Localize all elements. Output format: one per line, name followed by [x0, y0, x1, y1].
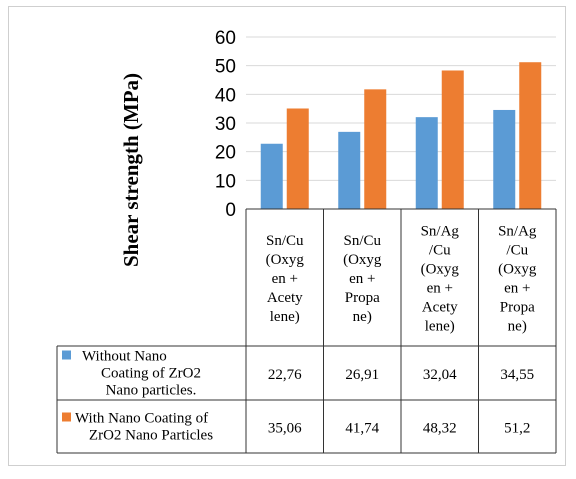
category-label: Sn/Ag — [498, 224, 537, 240]
data-table-value: 48,32 — [423, 421, 457, 437]
category-label: Acety — [422, 300, 458, 316]
category-label: en + — [427, 281, 453, 297]
legend-label: Nano particles. — [106, 383, 197, 399]
y-tick-label: 30 — [215, 114, 236, 135]
category-label: Sn/Cu — [343, 233, 381, 249]
legend-label: Without Nano — [82, 349, 167, 365]
y-axis-label: Shear strength (MPa) — [119, 73, 143, 267]
category-label: Acety — [267, 290, 303, 306]
legend-swatch — [62, 412, 71, 422]
data-table-value: 32,04 — [423, 367, 457, 383]
category-label: en + — [504, 281, 530, 297]
category-label: lene) — [270, 309, 300, 325]
category-label: /Cu — [506, 243, 528, 259]
category-label: (Oxyg — [266, 252, 305, 268]
bar — [364, 89, 387, 209]
category-label: en + — [272, 271, 298, 287]
legend-label: With Nano Coating of — [75, 411, 208, 427]
data-table-value: 22,76 — [268, 367, 302, 383]
chart-frame — [8, 6, 566, 466]
category-label: Sn/Cu — [266, 233, 304, 249]
data-table-value: 35,06 — [268, 421, 302, 437]
category-label: /Cu — [429, 243, 451, 259]
y-tick-label: 40 — [215, 85, 236, 106]
category-label: (Oxyg — [421, 262, 460, 278]
category-label: Sn/Ag — [421, 224, 460, 240]
legend-label: ZrO2 Nano Particles — [89, 428, 213, 444]
bar — [286, 108, 309, 209]
category-label: Propa — [500, 300, 535, 316]
category-label: ne) — [353, 309, 372, 325]
bar — [493, 109, 516, 209]
category-label: en + — [349, 271, 375, 287]
data-table-value: 41,74 — [345, 421, 379, 437]
bar — [415, 117, 438, 209]
category-label: lene) — [425, 319, 455, 335]
data-table-value: 51,2 — [504, 421, 530, 437]
bar — [338, 131, 361, 209]
bar — [260, 143, 283, 209]
category-label: (Oxyg — [498, 262, 537, 278]
bar — [441, 70, 464, 209]
legend-swatch — [62, 350, 71, 360]
y-tick-label: 10 — [215, 171, 236, 192]
bar — [519, 62, 542, 209]
y-tick-label: 20 — [215, 143, 236, 164]
y-tick-label: 0 — [225, 200, 236, 221]
y-tick-label: 60 — [215, 28, 236, 49]
data-table-value: 34,55 — [500, 367, 534, 383]
category-label: Propa — [345, 290, 380, 306]
legend-label: Coating of ZrO2 — [101, 366, 201, 382]
y-tick-label: 50 — [215, 57, 236, 78]
category-label: ne) — [508, 319, 527, 335]
data-table-value: 26,91 — [345, 367, 379, 383]
category-label: (Oxyg — [343, 252, 382, 268]
